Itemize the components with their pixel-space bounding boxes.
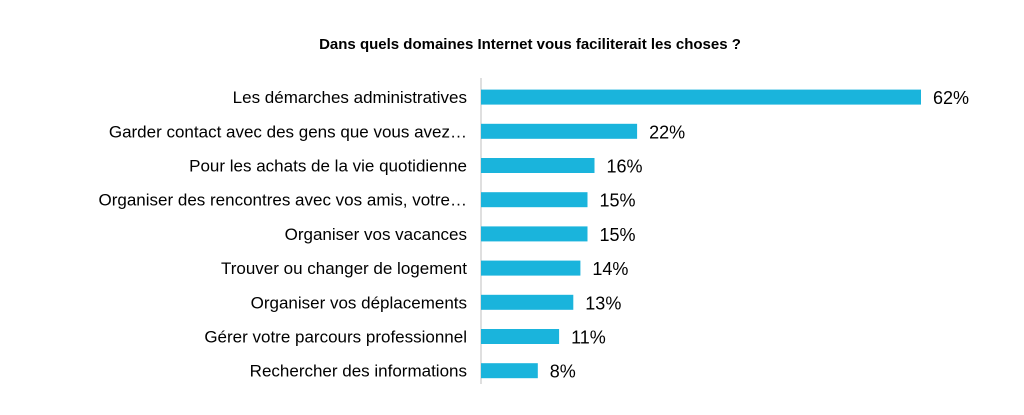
category-label-1: Les démarches administratives — [233, 88, 467, 107]
category-label-3: Pour les achats de la vie quotidienne — [189, 157, 467, 176]
value-label-6: 14% — [592, 259, 628, 279]
bar-7 — [481, 294, 574, 310]
category-label-9: Rechercher des informations — [250, 362, 467, 381]
chart-title: Dans quels domaines Internet vous facili… — [319, 36, 741, 53]
value-label-9: 8% — [550, 362, 576, 382]
bar-3 — [481, 158, 595, 173]
value-label-7: 13% — [585, 293, 621, 313]
value-label-1: 62% — [933, 88, 969, 108]
value-label-2: 22% — [649, 122, 685, 142]
bar-2 — [481, 123, 638, 139]
bar-5 — [481, 226, 588, 242]
value-label-5: 15% — [600, 225, 636, 245]
bars-group: Les démarches administratives 62% Garder c… — [99, 88, 970, 382]
bar-6 — [481, 260, 581, 276]
value-label-3: 16% — [607, 157, 643, 177]
bar-8 — [481, 329, 560, 344]
category-label-5: Organiser vos vacances — [285, 225, 467, 244]
value-label-8: 11% — [571, 328, 606, 348]
category-label-2: Garder contact avec des gens que vous av… — [109, 122, 467, 141]
bar-4 — [481, 192, 588, 208]
value-label-4: 15% — [600, 191, 636, 211]
bar-9 — [481, 363, 538, 379]
category-label-4: Organiser des rencontres avec vos amis, … — [99, 191, 467, 210]
bar-1 — [481, 89, 921, 105]
category-label-8: Gérer votre parcours professionnel — [204, 328, 467, 347]
category-label-6: Trouver ou changer de logement — [221, 259, 467, 278]
category-label-7: Organiser vos déplacements — [251, 293, 467, 312]
